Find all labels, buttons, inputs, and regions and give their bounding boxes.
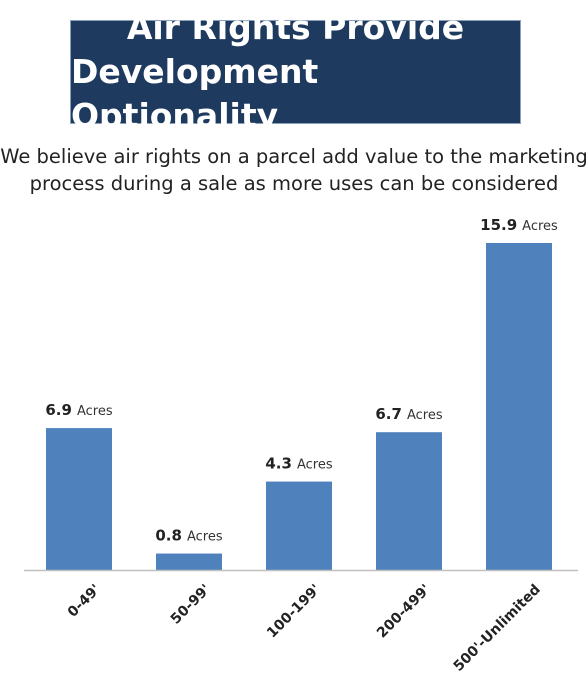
title-line-1: Air Rights Provide: [126, 8, 465, 47]
category-label-0: 0-49': [65, 582, 104, 621]
value-label-2: 4.3 Acres: [265, 455, 332, 473]
bar-2: [266, 481, 332, 570]
value-number-0: 6.9: [45, 401, 72, 419]
value-number-4: 15.9: [480, 216, 517, 234]
title-banner: Air Rights Provide Development Optionali…: [70, 8, 521, 135]
title-line-2: Development Optionality: [71, 52, 319, 135]
value-unit-3: Acres: [407, 408, 443, 423]
bars-group: [46, 243, 552, 570]
category-label-1: 50-99': [168, 582, 214, 628]
value-unit-0: Acres: [77, 404, 113, 419]
value-label-4: 15.9 Acres: [480, 216, 558, 234]
value-number-3: 6.7: [375, 405, 402, 423]
subtitle-line-2: process during a sale as more uses can b…: [29, 172, 559, 195]
value-label-0: 6.9 Acres: [45, 401, 112, 419]
value-labels-group: 6.9 Acres 0.8 Acres 4.3 Acres 6.7 Acres 15.9 Acre…: [45, 216, 558, 545]
bar-4: [486, 243, 552, 570]
value-number-2: 4.3: [265, 455, 292, 473]
value-unit-1: Acres: [187, 530, 223, 545]
category-label-4: 500'-Unlimited: [451, 582, 544, 675]
subtitle: We believe air rights on a parcel add va…: [0, 143, 588, 197]
value-unit-4: Acres: [522, 219, 558, 234]
category-label-2: 100-199': [264, 582, 324, 642]
category-labels-group: 0-49' 50-99' 100-199' 200-499' 500'-Unlimite…: [65, 582, 544, 675]
bar-3: [376, 432, 442, 570]
value-number-1: 0.8: [155, 527, 182, 545]
subtitle-line-1: We believe air rights on a parcel add va…: [0, 145, 588, 168]
bar-1: [156, 553, 222, 570]
value-label-3: 6.7 Acres: [375, 405, 442, 423]
value-label-1: 0.8 Acres: [155, 527, 222, 545]
value-unit-2: Acres: [297, 458, 333, 473]
category-label-3: 200-499': [374, 582, 434, 642]
bar-0: [46, 428, 112, 570]
